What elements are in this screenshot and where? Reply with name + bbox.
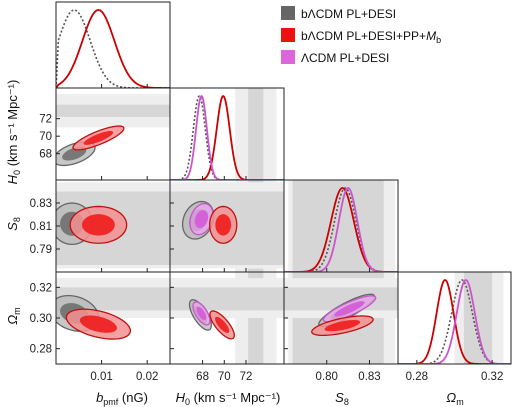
- xlabel-bpmf-sub: pmf: [103, 397, 119, 407]
- band-H0-row: [56, 94, 170, 128]
- legend-label-red: bΛCDM PL+DESI+PP+Mb: [301, 29, 441, 45]
- marginal-curve-red-H0: [170, 95, 284, 180]
- ytick-label-Omega_m-2: 0.32: [30, 282, 52, 294]
- ylabel-s8-sub: 8: [12, 217, 22, 222]
- xtick-label-H0-0: 68: [196, 371, 209, 383]
- ylabel-h0-sub: 0: [12, 170, 22, 175]
- band-inner-H0: [56, 104, 170, 117]
- contour-68-violet: [194, 210, 209, 229]
- contour-68-red: [79, 315, 117, 333]
- band-inner-H0: [248, 88, 264, 180]
- xlabel-omegam: Ωm: [446, 390, 463, 407]
- ytick-label-S8-0: 0.79: [30, 244, 52, 256]
- contours-layer: [56, 125, 377, 340]
- contour-68-violet: [334, 301, 365, 317]
- panel-frame-3-3: [397, 271, 512, 365]
- xlabel-s8-sub: 8: [344, 397, 349, 407]
- contour-68-violet: [196, 306, 207, 321]
- band-H0-col: [235, 88, 277, 180]
- xtick-label-H0-1: 70: [218, 371, 231, 383]
- xlabel-s8: S8: [335, 390, 349, 407]
- xlabel-omegam-sub: m: [456, 397, 464, 407]
- legend-label-red-italic: M: [426, 29, 436, 43]
- xlabel-bpmf-main: b: [96, 390, 103, 405]
- contours-H0-Omega_m: [188, 299, 235, 340]
- xlabel-s8-main: S: [335, 390, 344, 405]
- contour-68-red: [324, 320, 361, 332]
- ytick-label-S8-1: 0.81: [30, 221, 52, 233]
- ylabel-omegam: Ωm: [5, 307, 22, 324]
- xlabel-omegam-main: Ω: [446, 390, 456, 405]
- xlabel-bpmf: bpmf (nG): [96, 390, 148, 407]
- xtick-label-b_pmf-0: 0.01: [90, 371, 112, 383]
- contours-S8-Omega_m: [311, 293, 377, 337]
- ylabel-s8: S8: [5, 217, 22, 231]
- xtick-label-Omega_m-0: 0.28: [406, 371, 428, 383]
- xlabel-bpmf-tail: (nG): [118, 390, 148, 405]
- ylabel-h0-tail: (km s⁻¹ Mpc⁻¹): [5, 80, 20, 170]
- ytick-label-Omega_m-1: 0.30: [30, 313, 52, 325]
- legend-swatch-violet: [281, 50, 295, 64]
- contour-68-red: [82, 214, 115, 236]
- xtick-label-H0-2: 72: [240, 371, 253, 383]
- xtick-label-S8-1: 0.83: [358, 371, 380, 383]
- ylabel-omegam-main: Ω: [5, 315, 20, 325]
- ylabel-omegam-sub: m: [12, 307, 22, 315]
- xtick-label-b_pmf-1: 0.02: [136, 371, 158, 383]
- band-inner-Omega_m: [463, 272, 493, 364]
- marginal-curve-violet-H0: [170, 94, 284, 180]
- ylabel-s8-main: S: [5, 222, 20, 231]
- panel-frame-0-0: [55, 1, 171, 89]
- legend-label-violet: ΛCDM PL+DESI: [301, 51, 389, 65]
- legend-label-red-sub: b: [436, 35, 441, 45]
- ytick-label-H0-1: 70: [39, 131, 52, 143]
- contour-68-red: [215, 316, 230, 333]
- band-Omega_m-row: [170, 278, 284, 318]
- xlabel-h0-main: H: [176, 390, 186, 405]
- marginal-curve-grey-S8: [284, 187, 398, 272]
- band-inner-Omega_m: [170, 287, 284, 311]
- legend-label-grey: bΛCDM PL+DESI: [301, 7, 396, 21]
- ylabel-h0-main: H: [5, 174, 20, 184]
- marginal-curve-red-b_pmf: [56, 9, 170, 88]
- ytick-label-H0-0: 68: [39, 149, 52, 161]
- xlabel-h0: H0 (km s⁻¹ Mpc⁻¹): [176, 390, 281, 407]
- legend-label-red-text: bΛCDM PL+DESI+PP+: [301, 29, 426, 43]
- ylabel-h0: H0 (km s⁻¹ Mpc⁻¹): [5, 80, 22, 185]
- xtick-label-Omega_m-1: 0.32: [481, 371, 503, 383]
- marginals-b_pmf: [56, 9, 170, 88]
- contours-b_pmf-H0: [56, 125, 125, 167]
- marginals-H0: [170, 94, 284, 180]
- xlabel-h0-sub: 0: [185, 397, 190, 407]
- contours-H0-S8: [181, 200, 238, 244]
- ytick-label-Omega_m-0: 0.28: [30, 344, 52, 356]
- contour-68-red: [83, 131, 114, 145]
- xlabel-h0-tail: (km s⁻¹ Mpc⁻¹): [190, 390, 280, 405]
- ytick-label-S8-2: 0.83: [30, 198, 52, 210]
- legend: bΛCDM PL+DESI bΛCDM PL+DESI+PP+Mb ΛCDM P…: [281, 6, 441, 65]
- contours-b_pmf-S8: [56, 202, 128, 246]
- ytick-label-H0-2: 72: [39, 114, 52, 126]
- legend-swatch-red: [281, 28, 295, 42]
- ticks-layer: 0.01 0.02 68 70 72 0.80 0.83 0.28 0.32 68 70 72 0.79…: [30, 84, 503, 383]
- contours-b_pmf-Omega_m: [56, 294, 132, 340]
- xtick-label-S8-0: 0.80: [316, 371, 338, 383]
- legend-swatch-grey: [281, 6, 295, 20]
- contour-68-red: [215, 214, 232, 236]
- band-S8-col: [288, 180, 396, 272]
- marginal-curve-grey-b_pmf: [56, 9, 170, 88]
